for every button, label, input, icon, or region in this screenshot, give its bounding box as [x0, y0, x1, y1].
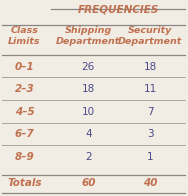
Text: Class
Limits: Class Limits	[8, 26, 41, 46]
Text: 60: 60	[81, 178, 96, 188]
Text: Shipping
Department: Shipping Department	[56, 26, 121, 46]
Text: 11: 11	[144, 84, 157, 94]
Text: 2: 2	[85, 152, 92, 162]
Text: 26: 26	[82, 62, 95, 72]
Text: 40: 40	[143, 178, 158, 188]
Text: Totals: Totals	[7, 178, 42, 188]
Text: 6–7: 6–7	[14, 129, 34, 139]
Text: 2–3: 2–3	[14, 84, 34, 94]
Text: 4–5: 4–5	[14, 107, 34, 117]
Text: 7: 7	[147, 107, 154, 117]
Text: 3: 3	[147, 129, 154, 139]
Text: Security
Department: Security Department	[118, 26, 183, 46]
Text: 0–1: 0–1	[14, 62, 34, 72]
Text: 18: 18	[82, 84, 95, 94]
Text: 10: 10	[82, 107, 95, 117]
Text: 4: 4	[85, 129, 92, 139]
Text: 8–9: 8–9	[14, 152, 34, 162]
Text: 1: 1	[147, 152, 154, 162]
Text: FREQUENCIES: FREQUENCIES	[78, 5, 159, 15]
Text: 18: 18	[144, 62, 157, 72]
